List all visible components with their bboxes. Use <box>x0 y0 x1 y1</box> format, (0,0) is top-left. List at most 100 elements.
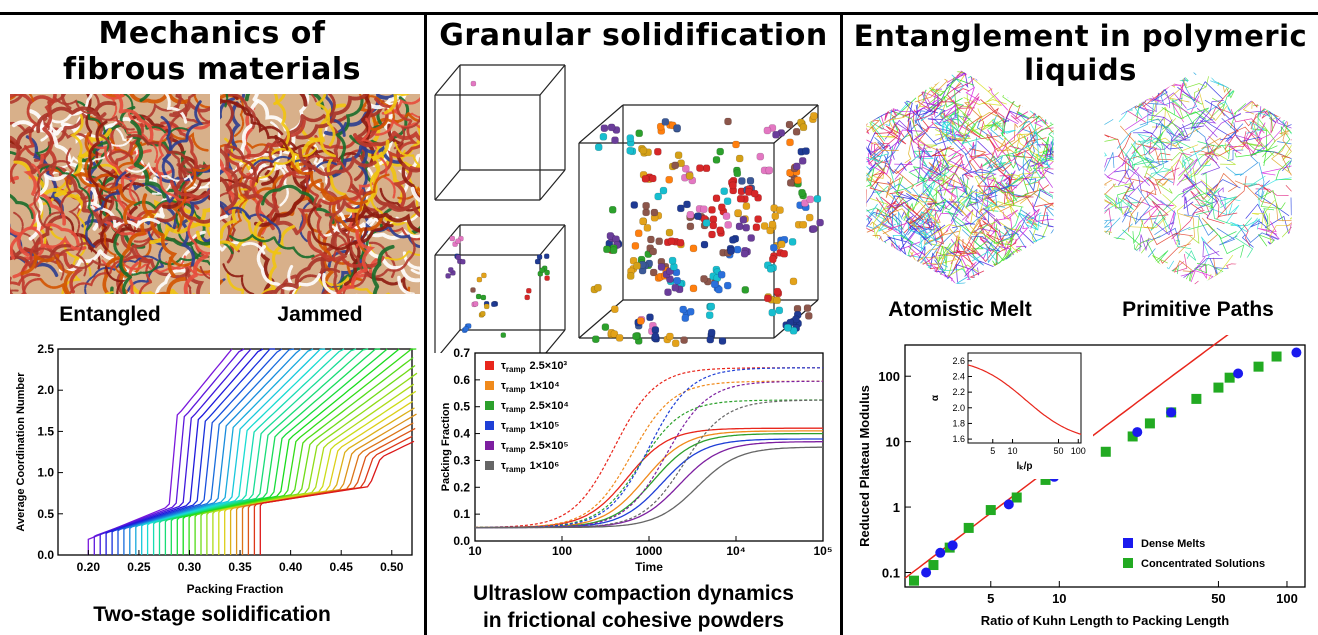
entangled-fiber-image <box>10 94 210 294</box>
chart1-xtick-label: 0.25 <box>127 560 151 574</box>
chart2-series-dashed <box>475 399 823 529</box>
caption-two-stage: Two-stage solidification <box>93 603 331 626</box>
chart1-series-line <box>188 348 417 555</box>
atomistic-melt-image <box>866 70 1054 286</box>
chart3-point-dense <box>1233 368 1244 379</box>
chart1-series-line <box>212 383 415 555</box>
chart1-series-line <box>224 400 413 555</box>
chart2-xlabel: Time <box>635 560 663 574</box>
chart3-point-dense <box>1291 347 1302 358</box>
chart2-xtick-label: 100 <box>552 544 572 558</box>
chart1-series-line <box>123 348 295 555</box>
chart3-point-dense <box>935 547 946 558</box>
chart3-inset-xlabel: lₖ/p <box>1017 461 1033 472</box>
chart3-inset-xtick-label: 100 <box>1071 446 1086 456</box>
chart1-series-line <box>170 348 381 555</box>
chart1-series-line <box>99 348 252 555</box>
chart3-inset-ytick-label: 1.8 <box>952 418 965 428</box>
chart3-point-concentrated <box>1011 492 1022 503</box>
chart1-series-line <box>176 348 388 555</box>
chart1-ytick-label: 1.0 <box>37 466 54 480</box>
chart3-inset-ytick-label: 2.2 <box>952 387 965 397</box>
chart2-xtick-label: 10⁵ <box>814 544 833 558</box>
chart3-inset-frame <box>967 352 1082 444</box>
chart3-inset-ytick-label: 2.0 <box>952 403 965 413</box>
chart3-ytick-label: 10 <box>886 435 900 450</box>
chart3-ytick-label: 0.1 <box>882 565 900 580</box>
chart1-xtick-label: 0.50 <box>380 560 404 574</box>
chart2-legend-swatch <box>485 361 494 370</box>
chart2-legend-label: τramp 2.5×10⁵ <box>501 440 569 454</box>
chart1-series-line <box>218 390 417 555</box>
chart3-inset-ytick-label: 1.6 <box>952 434 965 444</box>
chart1-series-line <box>200 364 416 555</box>
chart2-xtick-label: 1000 <box>636 544 663 558</box>
chart2-legend-swatch <box>485 441 494 450</box>
panel-divider-2 <box>840 13 843 635</box>
chart1-ylabel: Average Coordination Number <box>15 372 27 532</box>
chart2-legend-swatch <box>485 461 494 470</box>
chart2-legend-label: τramp 1×10⁵ <box>501 420 559 434</box>
chart3-ytick-label: 1 <box>893 500 900 515</box>
chart2-legend-label: τramp 1×10⁴ <box>501 380 560 394</box>
chart2-xtick-label: 10 <box>468 544 482 558</box>
chart3-inset-xtick-label: 5 <box>990 446 995 456</box>
chart3-inset-line <box>967 364 1082 435</box>
chart2-legend-label: τramp 2.5×10³ <box>501 360 567 374</box>
chart3-point-dense <box>921 567 932 578</box>
jammed-fiber-image <box>220 94 420 294</box>
chart3-point-concentrated <box>908 575 919 586</box>
chart1-series-line <box>206 372 418 555</box>
chart1-xtick-label: 0.40 <box>279 560 303 574</box>
panel-fibrous-materials: Mechanics of fibrous materials Entangled… <box>0 15 424 635</box>
chart3-ytick-label: 100 <box>878 369 900 384</box>
plateau-modulus-chart: 5 10 50 100 0.1 1 10 100 Ratio of Kuhn Length to… <box>857 335 1306 628</box>
cube-small-mid <box>434 224 566 353</box>
chart3-legend-swatch <box>1123 538 1133 548</box>
chart3-point-concentrated <box>1224 372 1235 383</box>
chart2-series-dashed <box>475 399 823 529</box>
chart2-legend-swatch <box>485 421 494 430</box>
chart3-point-concentrated <box>1144 418 1155 429</box>
chart2-ytick-label: 0.3 <box>453 453 470 467</box>
chart1-xlabel: Packing Fraction <box>187 582 284 595</box>
packing-fraction-chart: 10 100 1000 10⁴ 10⁵ 0.0 0.1 0.2 0.3 0.4 0.5 0.6 0.7 T… <box>440 346 833 574</box>
panel-title-line2: fibrous materials <box>62 52 362 87</box>
chart1-series-line <box>194 356 414 555</box>
panel-polymer-entanglement: Entanglement in polymeric liquids Atomis… <box>843 15 1318 635</box>
chart1-series-line <box>182 348 400 555</box>
cube-large-late <box>578 104 824 348</box>
chart1-series-group <box>87 348 418 555</box>
chart1-series-line <box>129 348 302 555</box>
coordination-number-chart: 0.20 0.25 0.30 0.35 0.40 0.45 0.50 0.0 0.5 1.0 1.5… <box>15 342 418 595</box>
chart1-ytick-label: 0.0 <box>37 548 54 562</box>
chart1-series-line <box>158 348 357 555</box>
top-rule <box>0 12 1318 15</box>
chart1-xtick-label: 0.20 <box>77 560 101 574</box>
chart1-series-line <box>117 348 283 555</box>
chart3-point-concentrated <box>985 505 996 516</box>
panel-title-line1: Mechanics of <box>98 16 326 51</box>
chart2-ylabel: Packing Fraction <box>440 402 452 491</box>
panel-title: Entanglement in polymeric liquids <box>853 19 1308 87</box>
panel-divider-1 <box>424 13 427 635</box>
label-jammed: Jammed <box>277 303 363 326</box>
chart1-ytick-label: 2.5 <box>37 342 54 356</box>
chart2-ytick-label: 0.2 <box>453 480 470 494</box>
panel-granular: Granular solidification 10 100 1000 10⁴ 10⁵ 0… <box>427 15 840 635</box>
chart2-ytick-label: 0.0 <box>453 534 470 548</box>
chart2-legend-label: τramp 2.5×10⁴ <box>501 400 569 414</box>
chart2-legend-label: τramp 1×10⁶ <box>501 460 559 474</box>
panel-title: Granular solidification <box>439 18 828 53</box>
chart1-series-line <box>105 348 264 555</box>
chart2-series-line <box>475 446 823 529</box>
chart3-point-concentrated <box>1253 361 1264 372</box>
chart3-point-concentrated <box>1191 393 1202 404</box>
chart1-series-line <box>152 348 345 555</box>
chart1-series-line <box>135 348 314 555</box>
chart3-point-dense <box>1003 499 1014 510</box>
granular-cluster-renderings <box>434 64 824 353</box>
caption-line1: Ultraslow compaction dynamics <box>473 582 794 605</box>
chart3-point-concentrated <box>1213 382 1224 393</box>
chart3-point-concentrated <box>1040 474 1051 485</box>
